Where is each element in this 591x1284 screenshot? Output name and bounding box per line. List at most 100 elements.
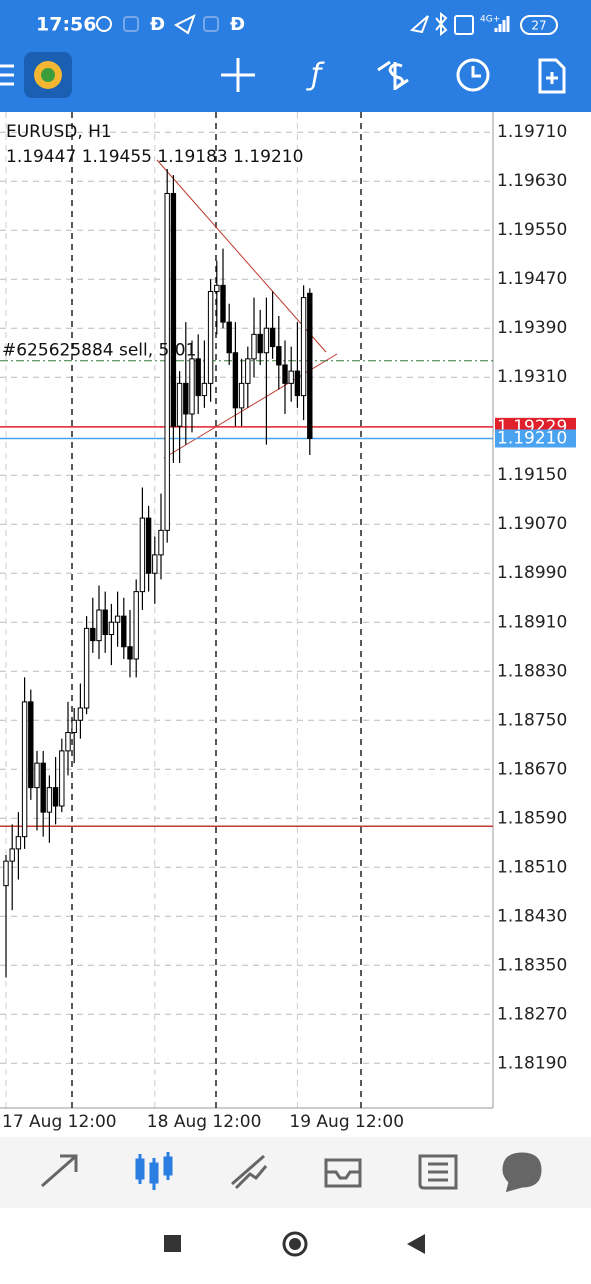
candle-body <box>158 529 164 556</box>
candle-body <box>3 860 9 887</box>
candle-body <box>127 646 133 660</box>
trade-button[interactable] <box>377 60 409 90</box>
chart-tab[interactable] <box>135 1152 173 1190</box>
candle-body <box>176 382 183 427</box>
candle-body <box>77 707 84 721</box>
candle-body <box>251 333 257 360</box>
candle-body <box>170 192 177 427</box>
new-order-button[interactable] <box>538 58 566 94</box>
clock: 17:56 <box>36 14 96 36</box>
candle-body <box>102 609 108 636</box>
candle-body <box>238 382 245 409</box>
y-tick-label: 1.19470 <box>497 269 567 289</box>
candle-body <box>152 554 158 574</box>
candle-body <box>282 364 288 384</box>
candle-body <box>133 591 139 660</box>
network: 4G+ <box>480 15 500 25</box>
candle-body <box>15 836 22 850</box>
grid <box>0 112 493 1108</box>
candle-body <box>288 370 294 384</box>
quotes-tab[interactable] <box>41 1154 78 1188</box>
x-tick-label: 19 Aug 12:00 <box>289 1112 404 1132</box>
candle-body <box>164 192 170 531</box>
history-tab[interactable] <box>324 1158 362 1188</box>
candle-body <box>294 370 301 397</box>
chart: 1.19710 1.19630 1.19550 1.19470 1.19390 1.193… <box>0 112 576 1132</box>
x-tick-label: 18 Aug 12:00 <box>147 1112 262 1132</box>
crosshair-button[interactable] <box>221 58 255 92</box>
candle-body <box>108 621 115 636</box>
y-tick-label: 1.18990 <box>497 563 567 583</box>
back-button[interactable] <box>407 1234 425 1254</box>
y-tick-label: 1.19630 <box>497 171 567 191</box>
y-tick-label: 1.19310 <box>497 367 567 387</box>
candle-body <box>145 517 152 574</box>
y-tick-label: 1.18670 <box>497 759 567 779</box>
candle-body <box>83 627 90 709</box>
candle-body <box>232 352 239 409</box>
candle-body <box>183 382 189 415</box>
y-tick-label: 1.18350 <box>497 955 567 975</box>
y-tick-label: 1.18430 <box>497 906 567 926</box>
candle-body <box>90 627 96 642</box>
indicators-button[interactable]: ƒ <box>306 58 325 93</box>
menu-button[interactable] <box>0 64 14 86</box>
candle-body <box>96 609 102 642</box>
candle-body <box>245 358 251 384</box>
home-button[interactable] <box>282 1231 308 1257</box>
y-tick-label: 1.18910 <box>497 612 567 632</box>
candle-body <box>276 346 282 366</box>
app-logo[interactable] <box>24 52 72 98</box>
candle-body <box>214 284 220 292</box>
candle-body <box>40 762 46 813</box>
candle-body <box>9 848 15 862</box>
candle-body <box>139 517 146 593</box>
candle-body <box>114 615 121 623</box>
y-tick-label: 1.19150 <box>497 465 567 485</box>
candle-body <box>34 762 40 789</box>
messages-tab[interactable] <box>502 1152 542 1193</box>
candle-body <box>71 719 77 734</box>
symbol-label: EURUSD, H1 <box>6 122 112 142</box>
y-tick-label: 1.18270 <box>497 1004 567 1024</box>
y-tick-label: 1.18830 <box>497 661 567 681</box>
day-separators <box>71 112 362 1108</box>
bid-label: 1.19210 <box>497 428 567 448</box>
svg-text:Đ: Đ <box>230 14 245 35</box>
candle-body <box>65 732 71 752</box>
bid-tag <box>495 429 576 448</box>
recents-button[interactable] <box>164 1235 181 1252</box>
y-tick-label: 1.19390 <box>497 318 567 338</box>
period-button[interactable] <box>456 58 490 92</box>
candle-body <box>201 382 208 397</box>
candle-body <box>220 284 226 323</box>
bottom-nav <box>0 1137 591 1208</box>
candle-body <box>263 327 270 354</box>
candle-body <box>28 701 34 789</box>
candle-body <box>52 787 59 807</box>
candle-body <box>59 750 65 807</box>
candle-body <box>300 297 307 397</box>
y-tick-label: 1.19710 <box>497 122 567 142</box>
candle-body <box>257 333 263 354</box>
candle-body <box>21 701 28 838</box>
candle-body <box>226 321 232 354</box>
y-tick-label: 1.18750 <box>497 710 567 730</box>
news-tab[interactable] <box>418 1154 458 1190</box>
y-tick-label: 1.19070 <box>497 514 567 534</box>
ohlc-label: 1.19447 1.19455 1.19183 1.19210 <box>6 147 303 167</box>
candle-body <box>195 358 201 397</box>
candle-body <box>46 787 53 813</box>
candle-body <box>121 615 127 648</box>
trade-tab[interactable] <box>231 1154 268 1190</box>
battery: 27 <box>531 19 546 33</box>
candle-body <box>307 292 313 439</box>
x-tick-label: 17 Aug 12:00 <box>2 1112 117 1132</box>
candle-body <box>269 327 276 348</box>
y-tick-label: 1.18510 <box>497 857 567 877</box>
y-tick-label: 1.18590 <box>497 808 567 828</box>
y-tick-label: 1.18190 <box>497 1053 567 1073</box>
y-tick-label: 1.19550 <box>497 220 567 240</box>
